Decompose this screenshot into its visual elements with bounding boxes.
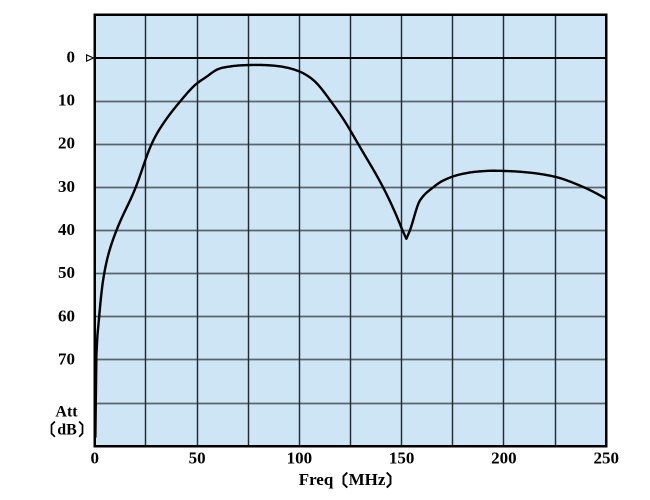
svg-text:60: 60: [58, 306, 75, 325]
svg-text:50: 50: [58, 263, 75, 282]
svg-text:Att: Att: [55, 404, 78, 421]
svg-text:MHz: MHz: [349, 470, 386, 489]
svg-text:250: 250: [593, 449, 619, 468]
svg-text:Freq: Freq: [299, 470, 334, 489]
svg-text:0: 0: [67, 47, 76, 66]
svg-text:0: 0: [91, 449, 100, 468]
svg-text:70: 70: [58, 349, 75, 368]
svg-text:20: 20: [58, 134, 75, 153]
svg-text:150: 150: [389, 449, 415, 468]
svg-text:100: 100: [287, 449, 313, 468]
svg-text:50: 50: [189, 449, 206, 468]
svg-text:dB: dB: [57, 422, 77, 439]
svg-text:30: 30: [58, 177, 75, 196]
svg-text:40: 40: [58, 220, 75, 239]
svg-text:200: 200: [491, 449, 517, 468]
svg-text:10: 10: [58, 91, 75, 110]
